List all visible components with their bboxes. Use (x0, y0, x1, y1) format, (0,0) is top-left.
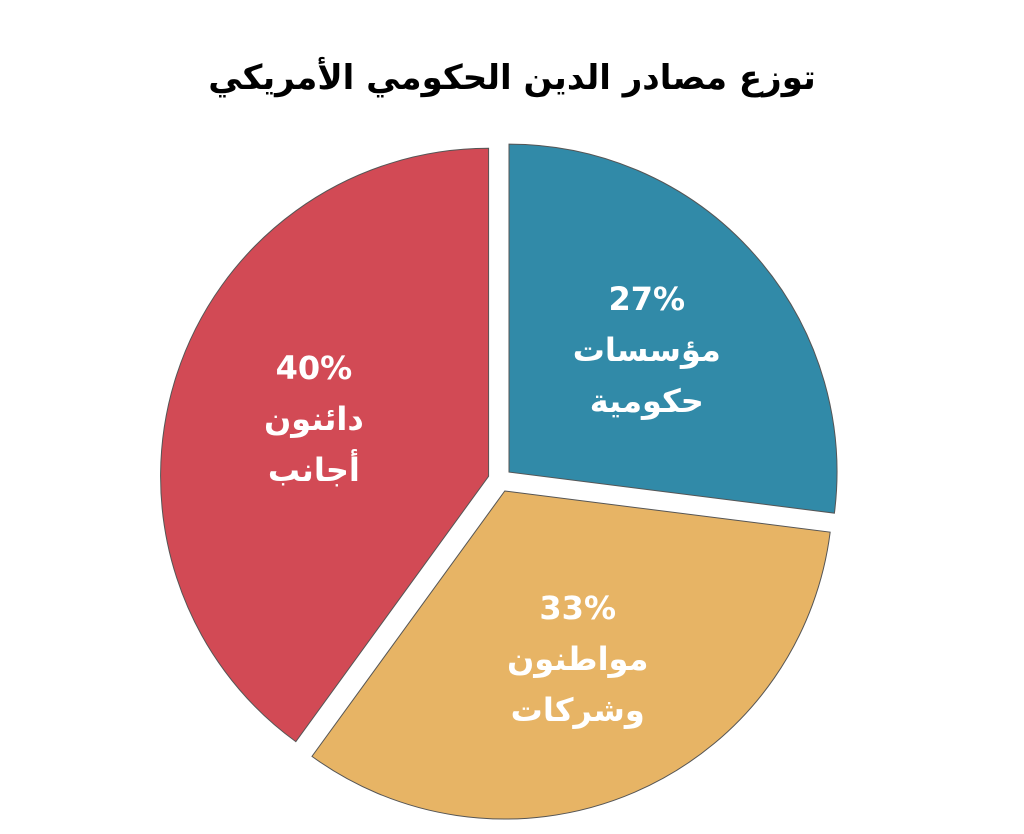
slice-label: 27% مؤسسات حكومية (552, 274, 742, 428)
value-label: 33% (539, 588, 616, 627)
value-label: 27% (608, 279, 686, 318)
slice-label: 33% مواطنون وشركات (483, 583, 673, 737)
category-label: مواطنون وشركات (506, 639, 649, 730)
pie-slice (311, 490, 831, 820)
pie-slice (508, 143, 838, 514)
category-label: مؤسسات حكومية (572, 331, 721, 421)
slice-label: 40% دائنون أجانب (219, 343, 409, 497)
value-label: 40% (275, 348, 353, 387)
chart-title: توزع مصادر الدين الحكومي الأمريكي (208, 58, 816, 98)
category-label: دائنون أجانب (263, 399, 364, 490)
pie-slice (160, 147, 490, 743)
